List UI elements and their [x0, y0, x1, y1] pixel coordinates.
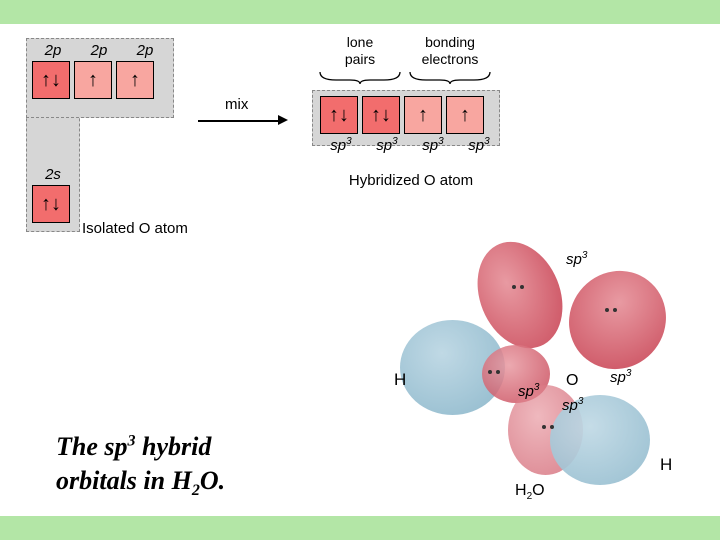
dots-top-right [605, 308, 617, 312]
bonding-label: bondingelectrons [406, 34, 494, 68]
p-box-2: ↑ [116, 61, 154, 99]
p-label-2: 2p [124, 42, 166, 59]
p-arrows-1: ↑ [88, 69, 98, 92]
mol-H-right: H [660, 455, 672, 475]
brace-right-icon [406, 70, 494, 84]
p-box-1: ↑ [74, 61, 112, 99]
sp3-box-3: ↑ [446, 96, 484, 134]
mix-arrow-line [198, 120, 280, 122]
bottom-accent-bar [0, 516, 720, 540]
sp3-arrows-3: ↑ [460, 104, 470, 127]
sp3-sublabel-2: sp3 [412, 136, 454, 154]
mol-h2o: H2O [515, 482, 545, 502]
top-accent-bar [0, 0, 720, 24]
hybrid-orbital-group: ↑↓ ↑↓ ↑ ↑ sp3 sp3 sp3 sp3 [320, 96, 500, 154]
dots-bottom [542, 425, 554, 429]
bonding-group: bondingelectrons [406, 34, 494, 89]
mix-arrow-head [278, 115, 288, 125]
s-arrows: ↑↓ [41, 193, 61, 216]
dots-top-left [512, 285, 524, 289]
sp3-sublabel-3: sp3 [458, 136, 500, 154]
sp3-arrows-1: ↑↓ [371, 104, 391, 127]
sp3-sublabel-0: sp3 [320, 136, 362, 154]
p-label-0: 2p [32, 42, 74, 59]
sp3-box-1: ↑↓ [362, 96, 400, 134]
p-arrows-2: ↑ [130, 69, 140, 92]
lone-pairs-label: lonepairs [316, 34, 404, 68]
lone-pairs-group: lonepairs [316, 34, 404, 89]
mol-sp3-left: sp3 [518, 382, 539, 400]
brace-left-icon [316, 70, 404, 84]
sp3-sublabel-1: sp3 [366, 136, 408, 154]
p-label-1: 2p [78, 42, 120, 59]
mol-H-left: H [394, 370, 406, 390]
isolated-caption: Isolated O atom [82, 220, 188, 237]
mol-sp3-bottom: sp3 [562, 396, 583, 414]
sp3-box-0: ↑↓ [320, 96, 358, 134]
mol-sp3-top: sp3 [566, 250, 587, 268]
hybrid-caption: Hybridized O atom [336, 172, 486, 189]
s-box: ↑↓ [32, 185, 70, 223]
s-label: 2s [32, 166, 74, 183]
p-orbital-group: 2p 2p 2p ↑↓ ↑ ↑ [32, 42, 166, 99]
p-arrows-0: ↑↓ [41, 69, 61, 92]
sp3-arrows-2: ↑ [418, 104, 428, 127]
p-box-0: ↑↓ [32, 61, 70, 99]
molecule-diagram: sp3 H sp3 O sp3 sp3 H H2O [370, 230, 690, 500]
s-orbital-group: 2s ↑↓ [32, 166, 74, 223]
mix-label: mix [225, 96, 248, 113]
dots-left [488, 370, 500, 374]
page-title: The sp3 hybridorbitals in H2O. [56, 430, 225, 502]
mol-sp3-right: sp3 [610, 368, 631, 386]
sp3-box-2: ↑ [404, 96, 442, 134]
sp3-arrows-0: ↑↓ [329, 104, 349, 127]
mol-O: O [566, 372, 578, 390]
